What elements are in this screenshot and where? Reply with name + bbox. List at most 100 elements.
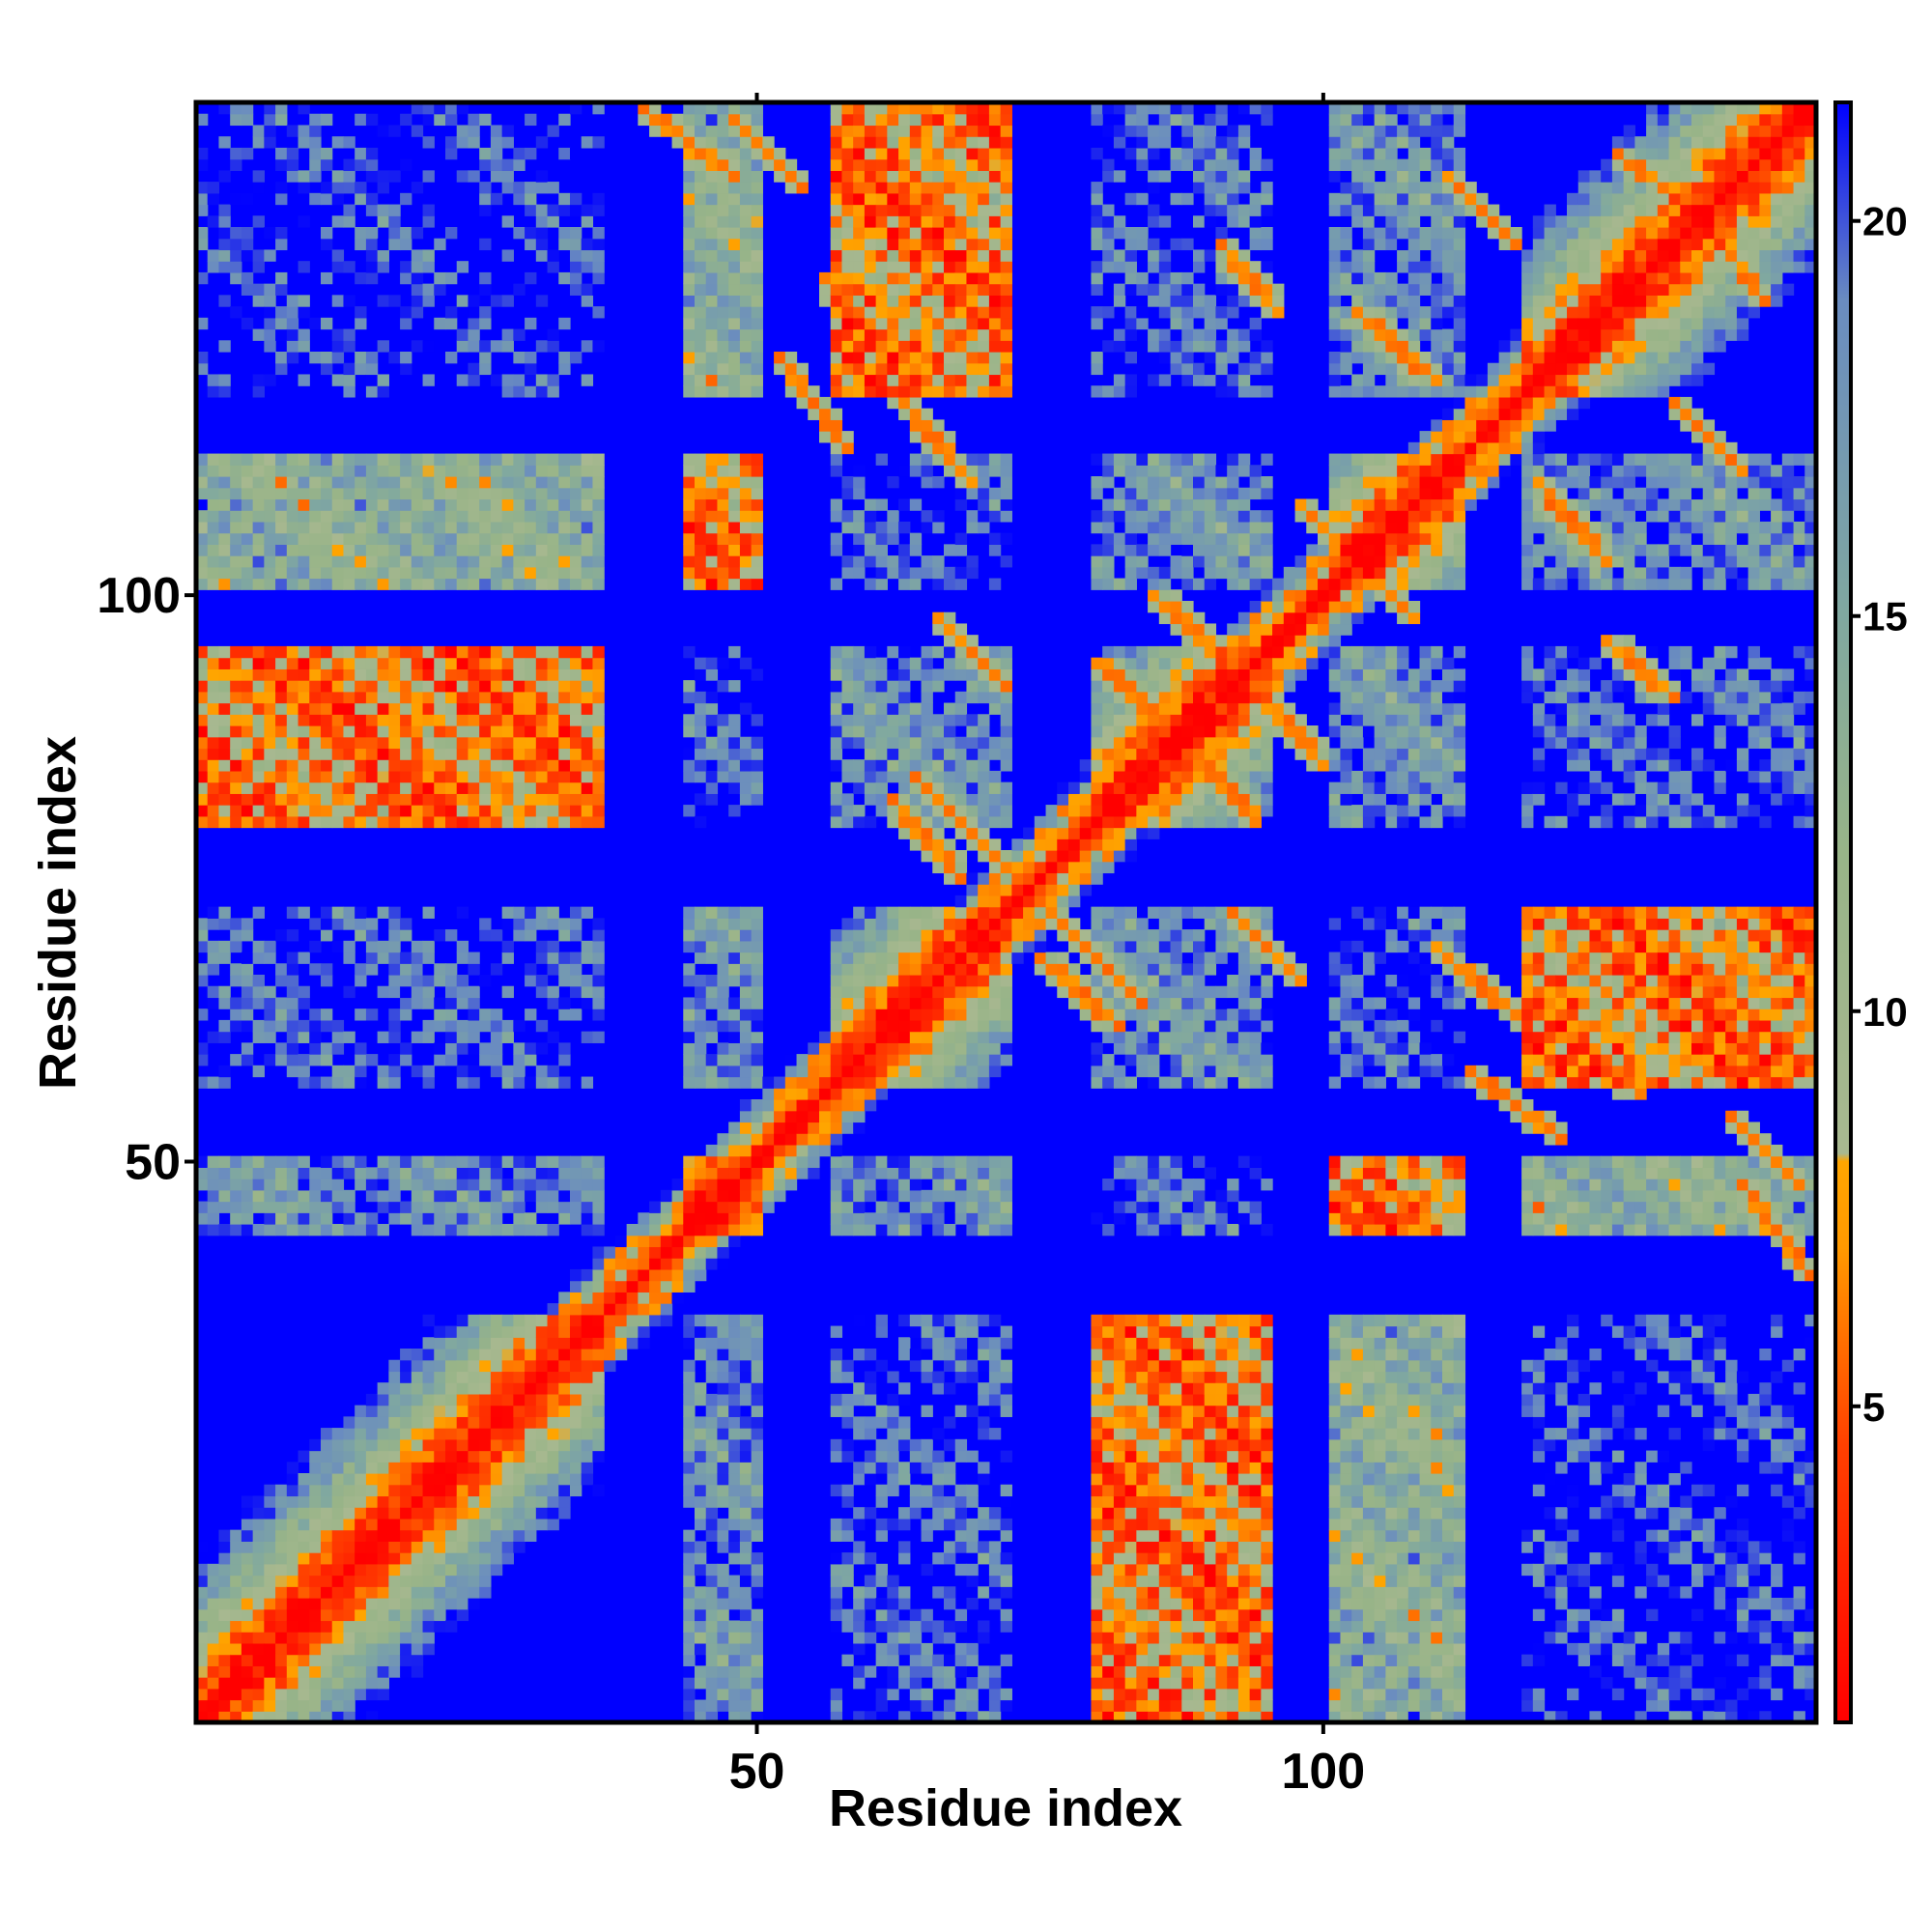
heatmap-cell xyxy=(411,1507,424,1520)
heatmap-cell xyxy=(558,566,571,580)
heatmap-cell xyxy=(309,781,322,794)
heatmap-cell xyxy=(513,465,526,477)
heatmap-cell xyxy=(365,1438,379,1452)
heatmap-cell xyxy=(944,872,956,885)
heatmap-cell xyxy=(377,1179,389,1191)
heatmap-cell xyxy=(751,975,763,987)
heatmap-cell xyxy=(978,1620,990,1633)
heatmap-cell xyxy=(513,510,526,523)
heatmap-cell xyxy=(456,498,469,511)
heatmap-cell xyxy=(784,385,798,398)
heatmap-cell xyxy=(909,385,923,398)
heatmap-cell xyxy=(501,578,514,590)
heatmap-cell xyxy=(400,487,412,500)
heatmap-cell xyxy=(570,1484,582,1497)
heatmap-cell xyxy=(898,770,911,783)
heatmap-cell xyxy=(275,657,288,669)
heatmap-cell xyxy=(422,1598,435,1610)
heatmap-cell xyxy=(365,918,379,930)
heatmap-cell xyxy=(275,1155,288,1168)
heatmap-cell xyxy=(705,125,719,137)
heatmap-cell xyxy=(954,317,968,330)
heatmap-cell xyxy=(909,136,923,149)
heatmap-cell xyxy=(717,147,729,160)
heatmap-cell xyxy=(343,1518,355,1531)
heatmap-cell xyxy=(422,725,435,738)
heatmap-cell xyxy=(864,147,877,160)
heatmap-cell xyxy=(252,566,265,580)
heatmap-cell xyxy=(490,1495,503,1508)
heatmap-cell xyxy=(841,1031,854,1043)
heatmap-cell xyxy=(932,850,945,863)
heatmap-cell xyxy=(196,1598,209,1610)
heatmap-cell xyxy=(309,1179,322,1191)
heatmap-cell xyxy=(535,1393,549,1406)
heatmap-cell xyxy=(830,1099,843,1112)
heatmap-cell xyxy=(321,510,333,523)
heatmap-cell xyxy=(535,476,549,489)
heatmap-cell xyxy=(728,1349,741,1361)
heatmap-cell xyxy=(898,227,911,240)
heatmap-cell xyxy=(751,453,763,466)
heatmap-cell xyxy=(321,147,333,160)
heatmap-cell xyxy=(570,963,582,976)
heatmap-cell xyxy=(230,736,242,750)
heatmap-cell xyxy=(853,1201,866,1213)
heatmap-cell xyxy=(479,1212,492,1225)
heatmap-cell xyxy=(751,192,763,206)
heatmap-cell xyxy=(535,1438,549,1452)
heatmap-cell xyxy=(830,1325,843,1338)
heatmap-cell xyxy=(525,725,537,738)
heatmap-cell xyxy=(944,340,956,353)
heatmap-cell xyxy=(898,147,911,160)
heatmap-cell xyxy=(592,555,605,568)
heatmap-cell xyxy=(932,815,945,829)
heatmap-cell xyxy=(671,1258,684,1270)
heatmap-cell xyxy=(479,521,492,534)
heatmap-cell xyxy=(853,1416,866,1429)
heatmap-cell xyxy=(388,1529,401,1542)
heatmap-cell xyxy=(570,1179,582,1191)
heatmap-cell xyxy=(479,975,492,987)
heatmap-cell xyxy=(252,1563,265,1577)
heatmap-cell xyxy=(739,1575,753,1587)
heatmap-cell xyxy=(717,1473,729,1486)
heatmap-cell xyxy=(468,453,480,466)
heatmap-cell xyxy=(638,1337,650,1350)
heatmap-cell xyxy=(400,952,412,964)
heatmap-cell xyxy=(513,725,526,738)
heatmap-cell xyxy=(513,1529,526,1542)
heatmap-cell xyxy=(944,861,956,874)
heatmap-cell xyxy=(456,781,469,794)
heatmap-cell xyxy=(434,963,446,976)
heatmap-cell xyxy=(728,249,741,262)
heatmap-cell xyxy=(218,770,231,783)
heatmap-cell xyxy=(592,1450,605,1463)
heatmap-cell xyxy=(570,1450,582,1463)
heatmap-cell xyxy=(909,1450,923,1463)
heatmap-cell xyxy=(909,1224,923,1236)
heatmap-cell xyxy=(604,1292,616,1304)
heatmap-cell xyxy=(196,815,209,829)
heatmap-cell xyxy=(751,1563,763,1577)
heatmap-cell xyxy=(525,521,537,534)
heatmap-cell xyxy=(944,702,956,715)
heatmap-cell xyxy=(921,759,933,772)
heatmap-cell xyxy=(400,555,412,568)
heatmap-cell xyxy=(921,702,933,715)
heatmap-cell xyxy=(887,204,899,216)
heatmap-cell xyxy=(705,1246,719,1259)
heatmap-cell xyxy=(513,1382,526,1395)
heatmap-cell xyxy=(875,1598,888,1610)
heatmap-cell xyxy=(355,1495,367,1508)
heatmap-cell xyxy=(207,781,220,794)
heatmap-cell xyxy=(321,805,333,817)
heatmap-cell xyxy=(377,1507,389,1520)
heatmap-cell xyxy=(683,362,696,376)
heatmap-cell xyxy=(683,770,696,783)
heatmap-cell xyxy=(343,1155,355,1168)
heatmap-cell xyxy=(456,1042,469,1055)
heatmap-cell xyxy=(501,374,514,386)
heatmap-cell xyxy=(468,793,480,806)
heatmap-cell xyxy=(275,1642,288,1656)
